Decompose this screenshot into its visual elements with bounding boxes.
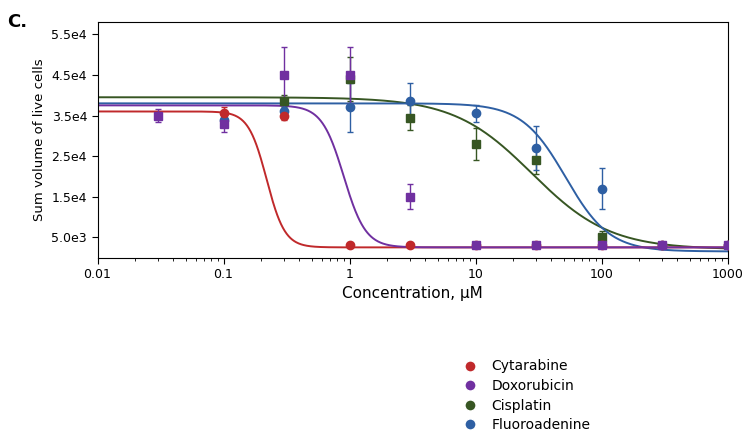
X-axis label: Concentration, μM: Concentration, μM: [342, 286, 483, 301]
Text: C.: C.: [8, 13, 28, 32]
Y-axis label: Sum volume of live cells: Sum volume of live cells: [33, 59, 46, 221]
Legend: Cytarabine, Doxorubicin, Cisplatin, Fluoroadenine: Cytarabine, Doxorubicin, Cisplatin, Fluo…: [451, 354, 596, 438]
